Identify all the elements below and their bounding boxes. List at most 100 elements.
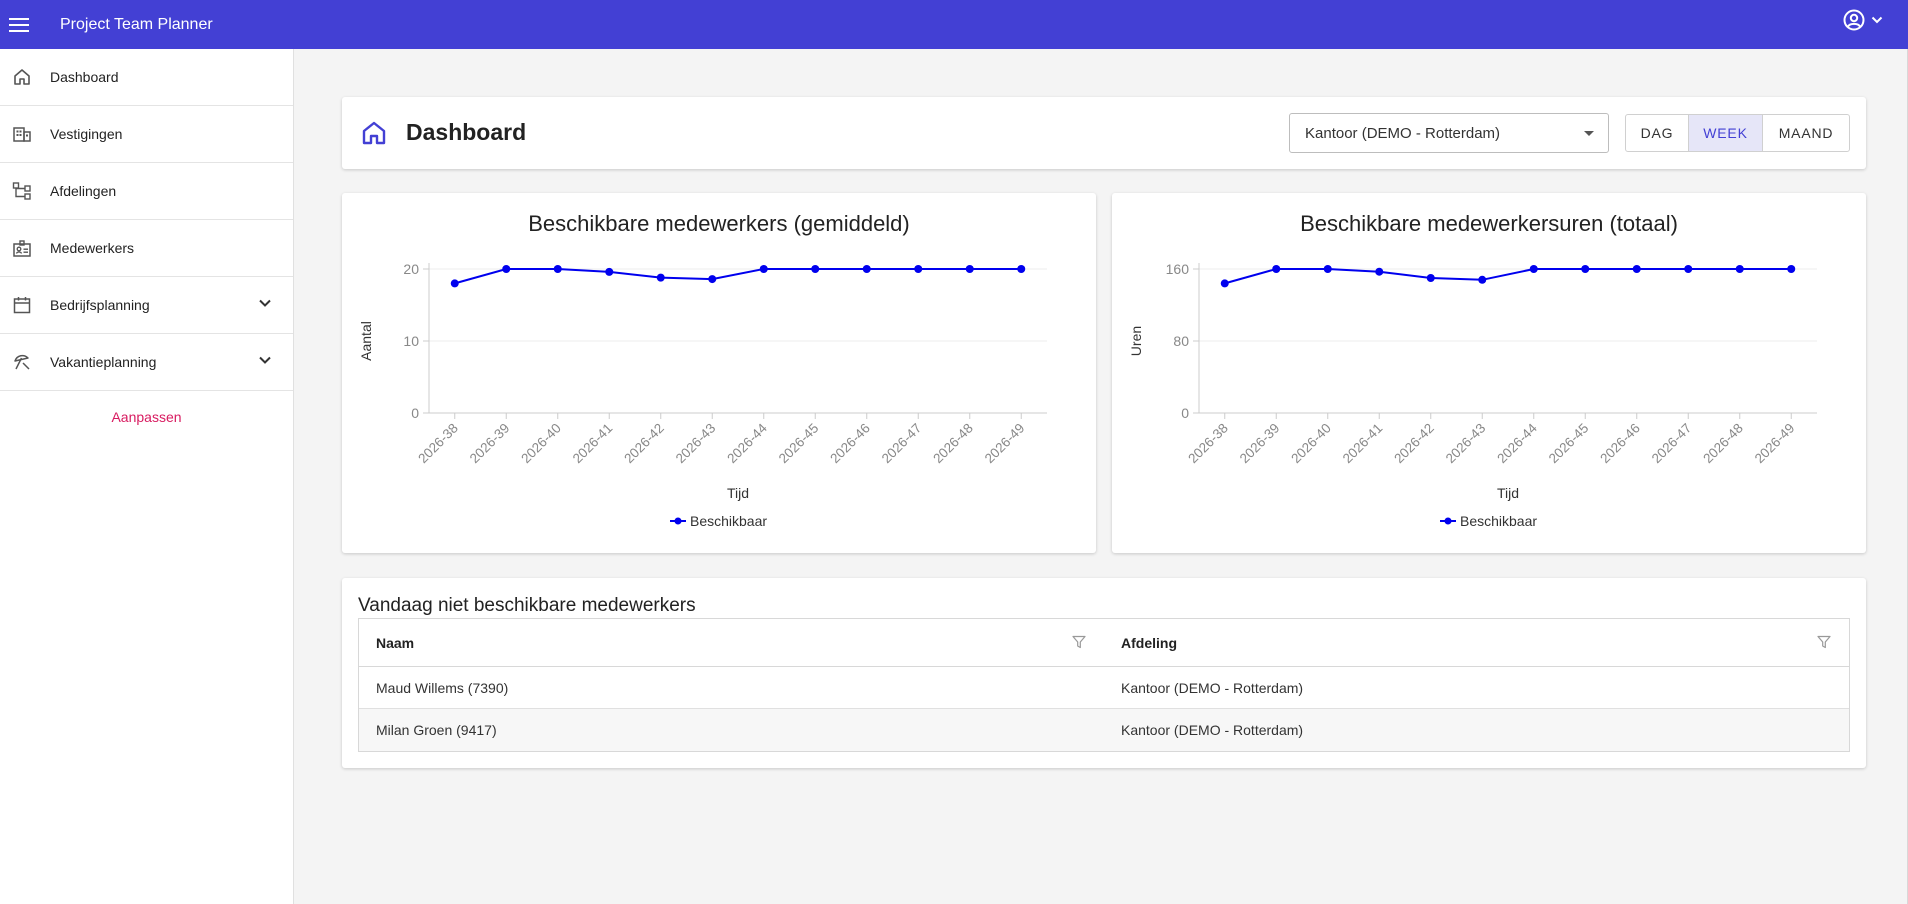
data-point (811, 265, 820, 273)
period-month-button[interactable]: MAAND (1778, 125, 1834, 141)
beach-umbrella-icon (11, 351, 33, 373)
column-header-afdeling[interactable]: Afdeling (1104, 619, 1849, 666)
series-line (454, 268, 1022, 285)
data-point (862, 265, 871, 273)
sidebar-item-label: Dashboard (50, 69, 119, 85)
chart-available-hours: Beschikbare medewerkersuren (totaal) 0 80 1… (1128, 211, 1817, 529)
sidebar-item-dashboard[interactable]: Dashboard (0, 49, 293, 106)
data-point (1632, 265, 1641, 273)
building-icon (11, 123, 33, 145)
data-point (450, 279, 459, 288)
y-axis-label: Aantal (358, 321, 374, 361)
chart-available-employees: Beschikbare medewerkers (gemiddeld) 0 10 20… (358, 211, 1047, 529)
filter-icon[interactable] (1817, 635, 1831, 649)
data-point (1426, 274, 1435, 282)
sidebar-item-vakantieplanning[interactable]: Vakantieplanning (0, 334, 293, 391)
data-point (1272, 265, 1281, 273)
x-tick-label: 2026-38 (1185, 421, 1231, 467)
dashboard-header-card: Dashboard Kantoor (DEMO - Rotterdam) DAG… (342, 97, 1866, 169)
top-app-bar: Project Team Planner (0, 0, 1908, 49)
x-axis-label: Tijd (1497, 485, 1519, 501)
column-header-naam[interactable]: Naam (359, 619, 1104, 666)
home-icon (362, 121, 386, 145)
sidebar-item-medewerkers[interactable]: Medewerkers (0, 220, 293, 277)
y-tick-label: 80 (1173, 333, 1189, 349)
x-tick-label: 2026-44 (1494, 420, 1540, 466)
data-point (502, 265, 511, 273)
legend-label: Beschikbaar (1460, 513, 1537, 529)
data-point (1581, 265, 1590, 273)
legend-swatch-marker (674, 517, 682, 525)
period-week-button[interactable]: WEEK (1689, 115, 1763, 151)
customize-link[interactable]: Aanpassen (111, 409, 182, 425)
data-point (1375, 267, 1384, 276)
x-tick-label: 2026-38 (415, 421, 461, 467)
data-point (1323, 265, 1332, 273)
data-point (1017, 265, 1026, 273)
table-cell-naam: Milan Groen (9417) (376, 722, 497, 738)
x-tick-label: 2026-49 (1752, 421, 1798, 467)
user-menu-button[interactable] (1842, 8, 1884, 32)
sidebar-item-vestigingen[interactable]: Vestigingen (0, 106, 293, 163)
data-point (1787, 265, 1796, 273)
table-header: Naam Afdeling (359, 619, 1849, 667)
x-tick-label: 2026-43 (673, 421, 719, 467)
x-tick-label: 2026-49 (982, 421, 1028, 467)
legend-swatch-marker (1444, 517, 1452, 525)
data-point (605, 267, 614, 276)
data-point (1478, 275, 1487, 284)
location-select[interactable]: Kantoor (DEMO - Rotterdam) (1289, 113, 1609, 153)
x-axis-label: Tijd (727, 485, 749, 501)
x-tick-label: 2026-48 (1700, 421, 1746, 467)
data-point (1735, 265, 1744, 273)
y-tick-label: 160 (1166, 261, 1190, 277)
dropdown-arrow-icon (1584, 131, 1594, 136)
data-point (759, 265, 768, 273)
sidebar-item-afdelingen[interactable]: Afdelingen (0, 163, 293, 220)
y-axis-label: Uren (1128, 326, 1144, 356)
sidebar-item-label: Vakantieplanning (50, 354, 157, 370)
table-row[interactable]: Milan Groen (9417) Kantoor (DEMO - Rotte… (359, 709, 1849, 751)
menu-button[interactable] (0, 0, 38, 49)
x-tick-label: 2026-41 (570, 421, 616, 467)
data-point (553, 265, 562, 273)
sidebar-item-label: Bedrijfsplanning (50, 297, 150, 313)
calendar-icon (11, 294, 33, 316)
hamburger-menu-icon (9, 17, 29, 32)
x-tick-label: 2026-42 (1391, 421, 1437, 467)
table-cell-naam: Maud Willems (7390) (376, 679, 509, 696)
unavailable-employees-table: Naam Afdeling Maud Willems (7390) Kantoo… (358, 618, 1850, 752)
table-title: Vandaag niet beschikbare medewerkers (358, 595, 696, 616)
home-icon (11, 66, 33, 88)
data-point (708, 275, 717, 284)
filter-icon[interactable] (1072, 635, 1086, 649)
period-toggle-group: DAG WEEK MAAND (1625, 114, 1850, 152)
data-point (1684, 265, 1693, 273)
period-day-button[interactable]: DAG (1626, 115, 1689, 151)
data-point (1220, 279, 1229, 288)
chevron-down-icon (1871, 16, 1883, 24)
x-tick-label: 2026-47 (879, 421, 925, 467)
series-line (1224, 268, 1792, 285)
data-point (1529, 265, 1538, 273)
sidebar-item-bedrijfsplanning[interactable]: Bedrijfsplanning (0, 277, 293, 334)
chart-card-available-hours: Beschikbare medewerkersuren (totaal) 0 80 1… (1112, 193, 1866, 553)
x-tick-label: 2026-43 (1443, 421, 1489, 467)
x-tick-label: 2026-46 (1597, 421, 1643, 467)
column-header-label: Afdeling (1121, 634, 1177, 651)
chart-title: Beschikbare medewerkersuren (totaal) (1300, 211, 1678, 236)
x-tick-label: 2026-46 (827, 421, 873, 467)
y-tick-label: 10 (403, 333, 419, 349)
x-tick-label: 2026-45 (1546, 421, 1592, 467)
chart-title: Beschikbare medewerkers (gemiddeld) (528, 211, 910, 236)
chevron-down-icon (259, 299, 271, 307)
location-select-value: Kantoor (DEMO - Rotterdam) (1305, 124, 1501, 142)
x-tick-label: 2026-47 (1649, 421, 1695, 467)
badge-icon (11, 237, 33, 259)
table-row[interactable]: Maud Willems (7390) Kantoor (DEMO - Rott… (359, 667, 1849, 709)
sidebar-item-label: Afdelingen (50, 183, 117, 199)
table-cell-afdeling: Kantoor (DEMO - Rotterdam) (1121, 722, 1304, 738)
x-tick-label: 2026-42 (621, 421, 667, 467)
data-point (914, 265, 923, 273)
y-tick-label: 0 (1181, 405, 1189, 421)
